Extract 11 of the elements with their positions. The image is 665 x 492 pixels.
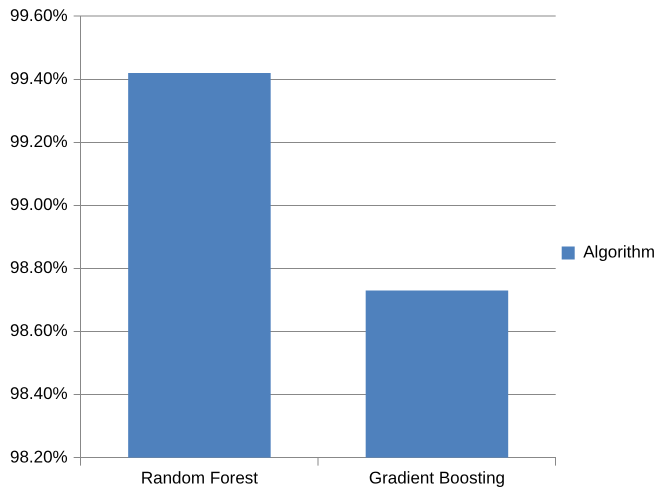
y-tick-label: 98.80% [10,258,68,278]
y-tick-label: 99.20% [10,132,68,151]
legend-label: Algorithm [583,242,656,262]
y-tick-label: 99.00% [10,195,68,214]
y-tick-label: 98.20% [10,447,68,466]
x-tick-label: Random Forest [140,468,258,488]
x-tick-label: Gradient Boosting [368,468,505,488]
y-tick-label: 99.40% [10,68,68,88]
y-tick-label: 98.40% [10,384,68,404]
y-tick-label: 99.60% [10,6,68,25]
y-tick-label: 98.60% [10,321,68,340]
